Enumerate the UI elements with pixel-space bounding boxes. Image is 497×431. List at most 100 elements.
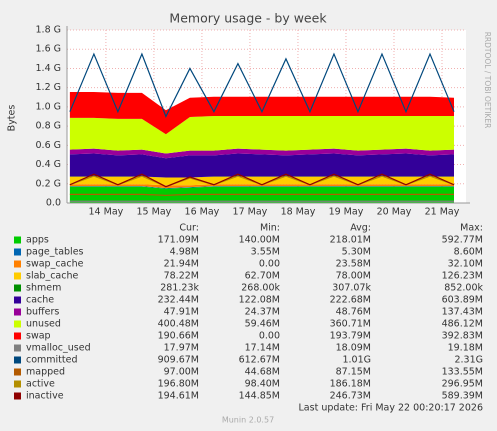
legend-stat: 186.18M: [330, 379, 371, 390]
legend-stat: 296.95M: [442, 379, 483, 390]
legend-stat: 3.55M: [251, 247, 280, 258]
legend-label: mapped: [26, 367, 65, 378]
legend-stat: 392.83M: [442, 331, 483, 342]
legend-stat: 62.70M: [245, 271, 280, 282]
legend-stat: 193.79M: [330, 331, 371, 342]
legend-swatch: [14, 344, 21, 352]
legend-swatch: [14, 320, 21, 328]
legend-label: active: [26, 379, 55, 390]
legend-stat: 589.39M: [442, 391, 483, 402]
legend-stat: 307.07k: [332, 283, 371, 294]
legend-label: shmem: [26, 283, 61, 294]
legend-stat: 5.30M: [342, 247, 371, 258]
legend-header: Max:: [460, 223, 483, 234]
legend-stat: 4.98M: [170, 247, 199, 258]
legend-stat: 47.91M: [164, 307, 199, 318]
legend-stat: 18.09M: [336, 343, 371, 354]
legend-stat: 144.85M: [239, 391, 280, 402]
legend-stat: 32.10M: [448, 259, 483, 270]
legend-swatch: [14, 296, 21, 304]
legend-stat: 24.37M: [245, 307, 280, 318]
legend-label: committed: [26, 355, 78, 366]
x-tick-label: 21 May: [425, 207, 460, 218]
legend-stat: 17.14M: [245, 343, 280, 354]
legend-stat: 612.67M: [239, 355, 280, 366]
legend-stat: 78.22M: [164, 271, 199, 282]
legend-stat: 0.00: [259, 259, 280, 270]
legend-stat: 23.58M: [336, 259, 371, 270]
area: [69, 186, 454, 189]
legend-stat: 194.61M: [158, 391, 199, 402]
legend-stat: 126.23M: [442, 271, 483, 282]
legend-stat: 48.76M: [336, 307, 371, 318]
area: [69, 148, 454, 159]
legend-swatch: [14, 248, 21, 256]
legend-stat: 603.89M: [442, 295, 483, 306]
area: [69, 176, 454, 186]
legend-swatch: [14, 272, 21, 280]
y-tick-label: 0.2 G: [36, 178, 62, 189]
x-tick-label: 14 May: [89, 207, 124, 218]
legend-stat: 2.31G: [454, 355, 483, 366]
legend-stat: 133.55M: [442, 367, 483, 378]
line: [69, 193, 454, 196]
legend-stat: 909.67M: [158, 355, 199, 366]
legend-stat: 97.00M: [164, 367, 199, 378]
legend-stat: 1.01G: [342, 355, 371, 366]
y-tick-label: 1.4 G: [36, 63, 62, 74]
x-tick-label: 16 May: [185, 207, 220, 218]
legend-stat: 137.43M: [442, 307, 483, 318]
legend-stat: 486.12M: [442, 319, 483, 330]
chart-title: Memory usage - by week: [169, 11, 327, 26]
legend-header: Cur:: [179, 223, 199, 234]
legend-swatch: [14, 368, 21, 376]
line: [69, 173, 455, 188]
legend-stat: 400.48M: [158, 319, 199, 330]
y-tick-label: 1.0 G: [36, 101, 62, 112]
y-tick-label: 0.0: [46, 198, 61, 209]
last-update: Last update: Fri May 22 00:20:17 2026: [299, 403, 483, 414]
legend-swatch: [14, 308, 21, 316]
legend-stat: 268.00k: [241, 283, 280, 294]
legend-label: buffers: [26, 307, 59, 318]
legend-stat: 19.18M: [448, 343, 483, 354]
legend-swatch: [14, 284, 21, 292]
area: [69, 91, 454, 135]
legend-swatch: [14, 356, 21, 364]
y-tick-label: 1.2 G: [36, 82, 62, 93]
line: [69, 52, 455, 118]
legend-stat: 140.00M: [239, 235, 280, 246]
legend-swatch: [14, 260, 21, 268]
legend-label: inactive: [26, 391, 64, 402]
legend-stat: 171.09M: [158, 235, 199, 246]
legend-stat: 852.00k: [444, 283, 483, 294]
legend-label: page_tables: [26, 247, 84, 258]
x-tick-label: 17 May: [233, 207, 268, 218]
legend-stat: 592.77M: [442, 235, 483, 246]
x-tick-label: 19 May: [329, 207, 364, 218]
legend-stat: 218.01M: [330, 235, 371, 246]
x-tick-label: 18 May: [281, 207, 316, 218]
legend-stat: 59.46M: [245, 319, 280, 330]
side-text: RRDTOOL / TOBI OETIKER: [483, 32, 492, 129]
legend-stat: 17.97M: [164, 343, 199, 354]
legend-label: vmalloc_used: [26, 343, 91, 354]
legend-stat: 44.68M: [245, 367, 280, 378]
y-tick-label: 0.4 G: [36, 159, 62, 170]
legend-label: swap: [26, 331, 51, 342]
legend-stat: 8.60M: [454, 247, 483, 258]
legend-stat: 222.68M: [330, 295, 371, 306]
y-axis-label: Bytes: [7, 105, 18, 132]
legend-stat: 232.44M: [158, 295, 199, 306]
area: [69, 115, 454, 154]
y-tick-label: 0.6 G: [36, 140, 62, 151]
legend-stat: 21.94M: [164, 259, 199, 270]
legend-stat: 0.00: [259, 331, 280, 342]
legend-label: swap_cache: [26, 259, 84, 270]
footer: Munin 2.0.57: [222, 416, 274, 425]
legend-swatch: [14, 332, 21, 340]
legend-stat: 78.00M: [336, 271, 371, 282]
legend-label: slab_cache: [26, 271, 78, 282]
legend-stat: 87.15M: [336, 367, 371, 378]
legend-stat: 98.40M: [245, 379, 280, 390]
